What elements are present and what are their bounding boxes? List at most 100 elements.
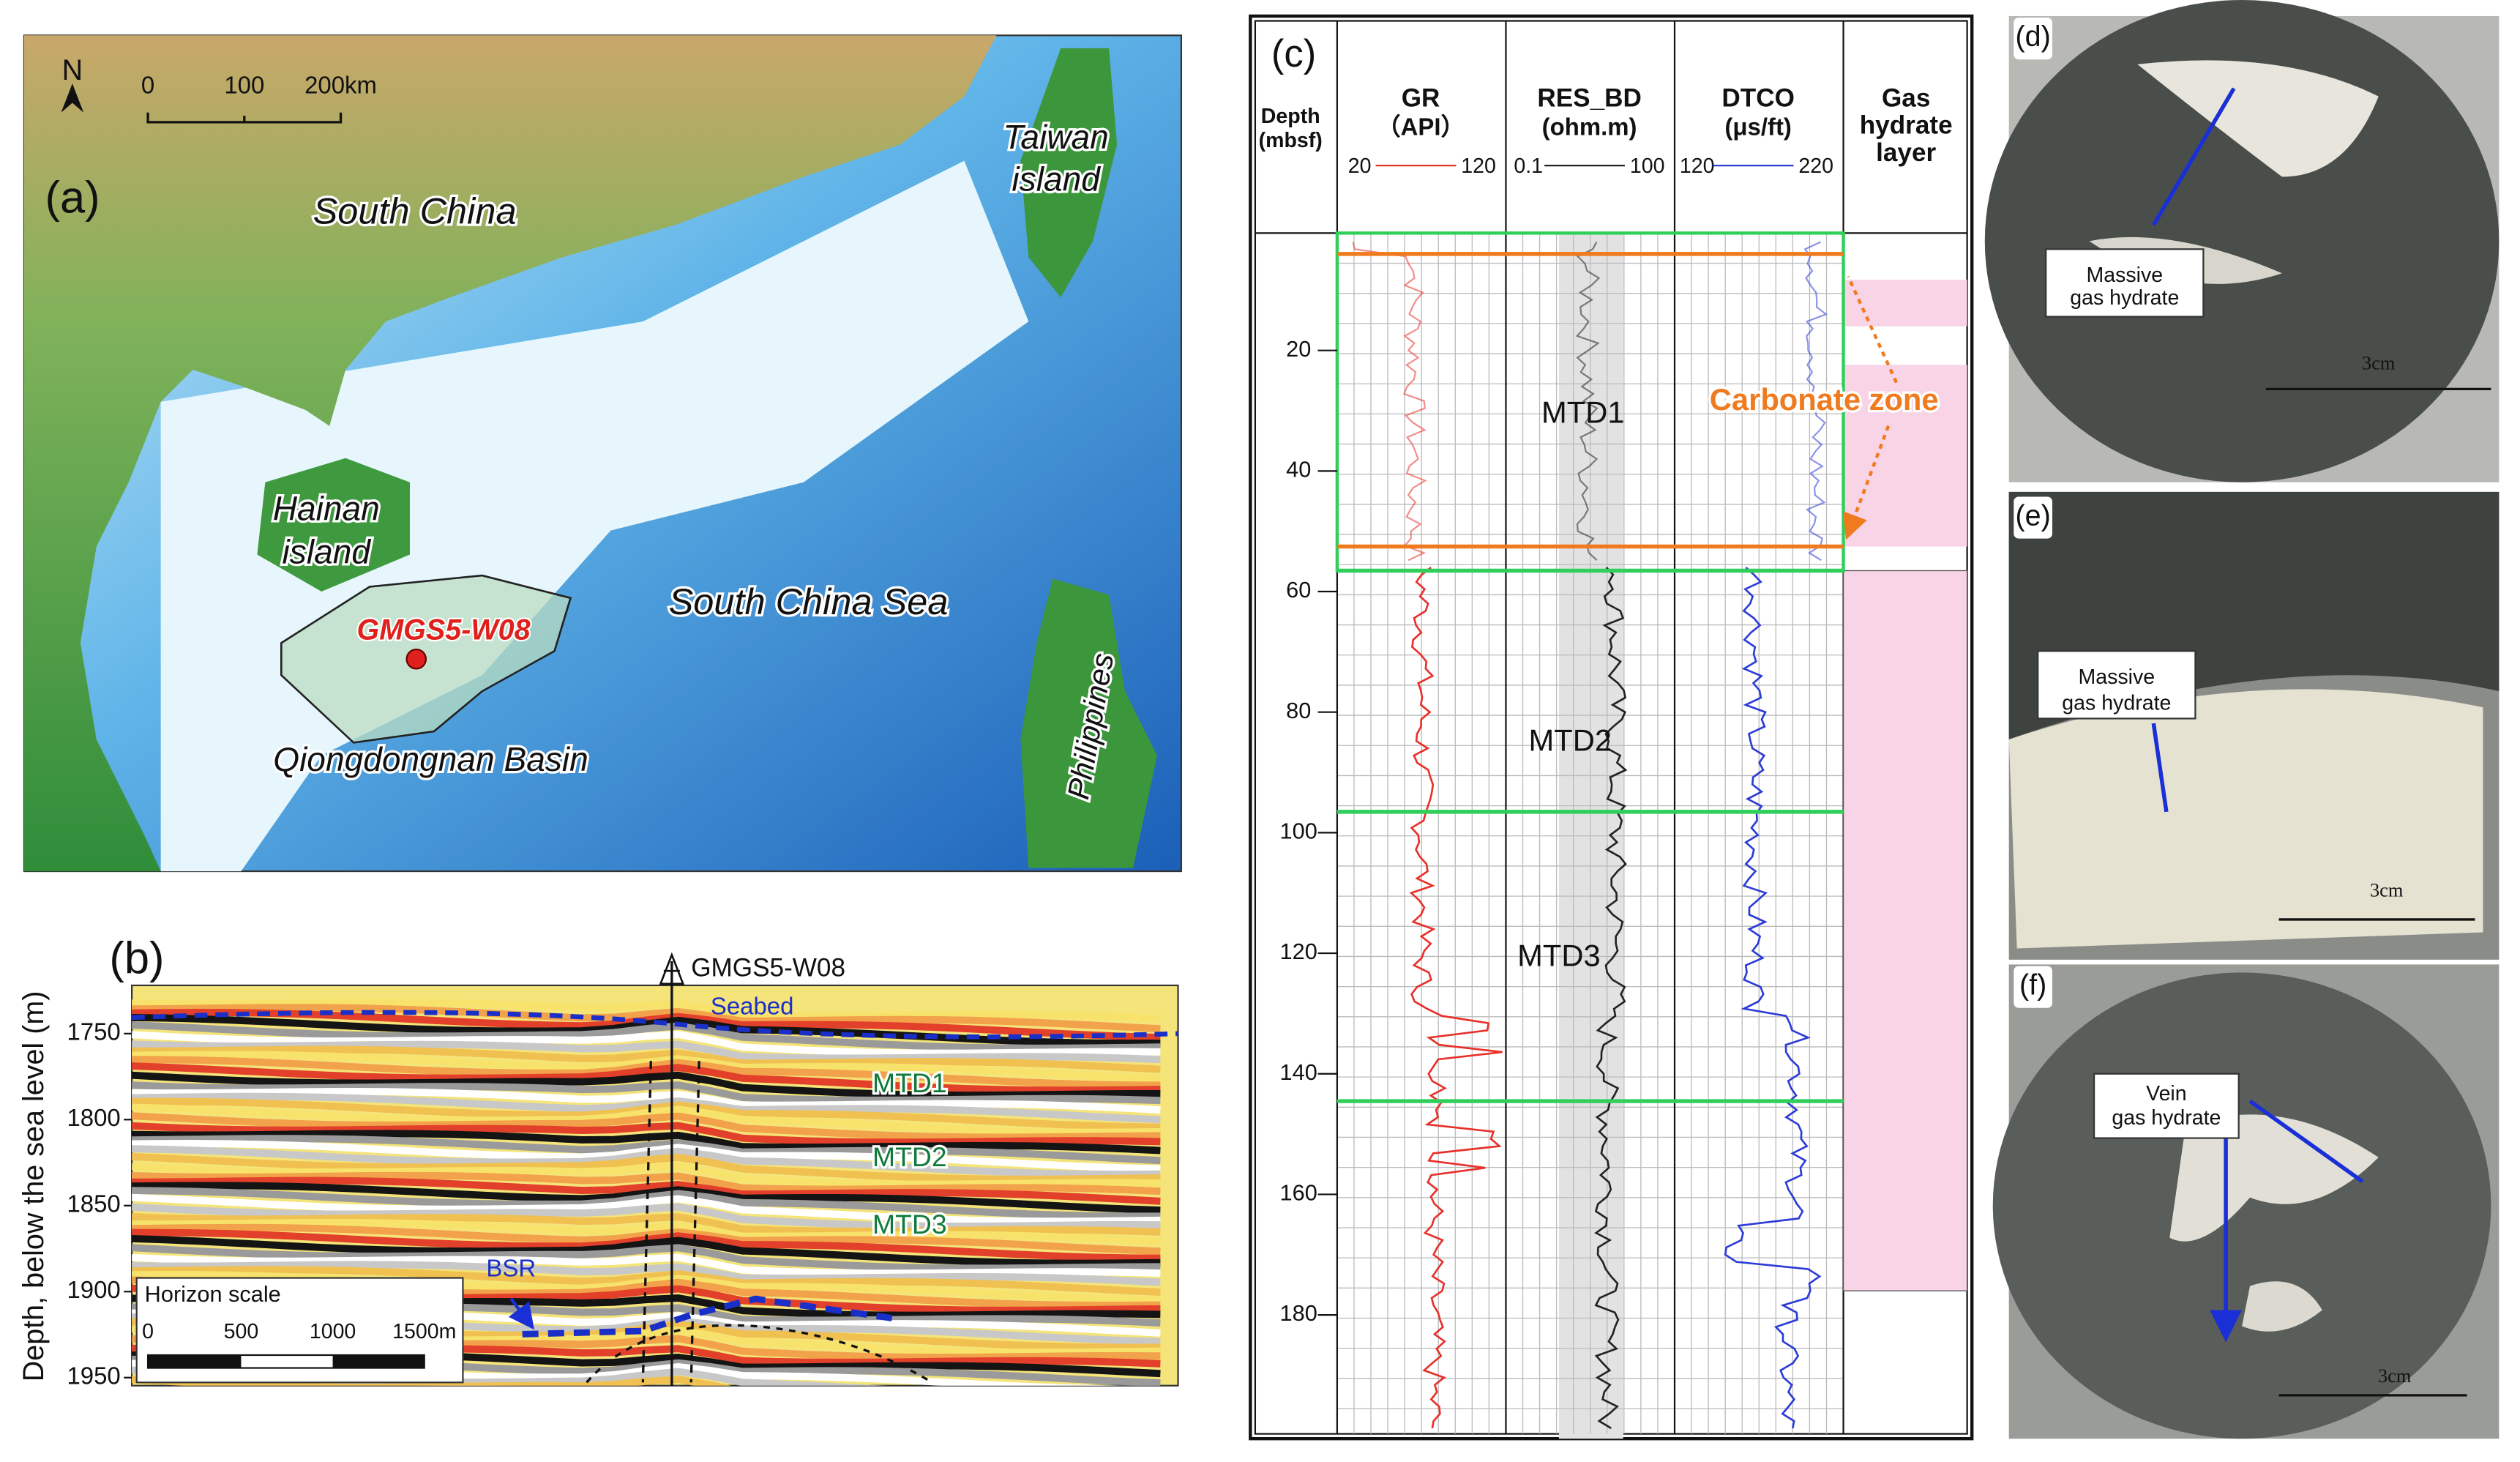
well-log [1249, 14, 1974, 1441]
unit-label: MTD1 [872, 1067, 947, 1098]
core-photos [1984, 0, 2500, 1439]
seismic [586, 1324, 933, 1384]
depth-title: Depth [1261, 105, 1320, 128]
range-label: 220 [1798, 154, 1833, 178]
seismic-band [132, 1401, 1160, 1424]
track-unit: (μs/ft) [1724, 113, 1791, 140]
seismic-band [132, 1187, 1161, 1220]
seismic-band [132, 1071, 1161, 1099]
seismic-band [132, 1135, 1161, 1165]
track-unit: (ohm.m) [1542, 113, 1637, 140]
seismic-band [132, 1219, 1161, 1246]
seismic-band [132, 1062, 1161, 1094]
core-photos [2093, 1073, 2240, 1139]
map [23, 34, 1183, 873]
scale-label: 0 [141, 71, 154, 98]
depth-tick-label: 160 [1280, 1180, 1317, 1206]
seismic-band [678, 1385, 679, 1386]
core-photos [2037, 650, 2196, 720]
photo-note: gas hydrate [2062, 691, 2171, 715]
seismic-band [132, 1261, 1161, 1286]
photo-note: gas hydrate [2112, 1106, 2221, 1130]
scale-label: 500 [224, 1320, 259, 1343]
track-name: GR [1402, 83, 1440, 112]
range-label: 0.1 [1514, 154, 1543, 178]
scale-label: 3cm [2378, 1365, 2412, 1387]
seismic-band [132, 1088, 1161, 1114]
seismic-band [132, 1163, 1161, 1188]
scale-label: 3cm [2362, 352, 2396, 373]
well-label: GMGS5-W08 [357, 613, 531, 646]
y-tick-label: 1900 [67, 1276, 120, 1303]
seismic [659, 952, 685, 985]
scale-label: 100 [224, 71, 264, 98]
scale-label: 3cm [2370, 880, 2404, 901]
seismic-band [132, 1193, 1161, 1226]
well-log [1843, 280, 1967, 327]
seismic [131, 1010, 1178, 1040]
log-curve [1594, 567, 1628, 1430]
seismic-band [132, 1103, 1161, 1136]
photo-note: Vein [2146, 1082, 2187, 1105]
depth-tick-label: 120 [1280, 939, 1317, 964]
seismic-band [132, 1234, 1161, 1267]
place-label: Taiwan [1003, 118, 1108, 156]
seismic-band [132, 1056, 1161, 1089]
y-tick-label: 1750 [67, 1018, 120, 1045]
unit-label: MTD2 [1529, 723, 1612, 757]
log-curve [1575, 241, 1601, 562]
seismic-band [132, 1223, 1161, 1256]
seismic-band [132, 1171, 1161, 1196]
seismic-band [132, 1253, 1161, 1278]
hydrate-title: layer [1876, 138, 1936, 167]
label-box [2014, 966, 2052, 1008]
label-box [2014, 18, 2052, 60]
seismic-band [132, 1182, 1161, 1214]
map [61, 83, 84, 113]
core-photos [2242, 1281, 2322, 1332]
range-label: 20 [1348, 154, 1372, 178]
well-log [1842, 570, 1968, 1291]
seismic-band [132, 1145, 1161, 1178]
map [1020, 578, 1157, 868]
well-log [1336, 252, 1844, 549]
place-label: Qiongdongnan Basin [273, 740, 588, 778]
seismic [508, 1297, 534, 1330]
track-name: DTCO [1721, 83, 1795, 112]
map [257, 458, 410, 592]
log-curve [1724, 567, 1822, 1429]
seismic [131, 952, 1179, 1424]
range-label: 100 [1630, 154, 1665, 178]
range-label: 120 [1680, 154, 1715, 178]
seismic [522, 1295, 893, 1338]
photo-note: Massive [2086, 264, 2163, 287]
seismic-band [132, 1244, 1161, 1272]
track-name: RES_BD [1537, 83, 1642, 112]
seismic-band [132, 1045, 1161, 1073]
panel-label: (d) [2015, 20, 2050, 53]
seismic-band [132, 1051, 1161, 1083]
seismic-band [132, 1092, 1161, 1124]
seismic-band [132, 1040, 1161, 1064]
depth-title: (mbsf) [1259, 129, 1323, 152]
seismic-band [132, 1081, 1161, 1105]
log-curve [1409, 567, 1503, 1429]
seismic-band [132, 999, 1161, 1424]
seismic-band [132, 1271, 1161, 1304]
well-log [1255, 20, 1967, 1434]
horizon-label: Seabed [711, 992, 794, 1019]
seismic-band [132, 1228, 1161, 1262]
hydrate-title: Gas [1882, 83, 1930, 112]
seismic-band [132, 1140, 1161, 1173]
scale-label: 0 [142, 1320, 154, 1343]
seismic-band [132, 1152, 1161, 1183]
core-photos [2137, 60, 2379, 177]
depth-tick-label: 100 [1280, 818, 1317, 844]
range-label: 120 [1461, 154, 1496, 178]
well-log [1336, 568, 1844, 1103]
scale-title: Horizon scale [145, 1281, 281, 1307]
y-tick-label: 1950 [67, 1362, 120, 1389]
seismic-band [132, 1130, 1161, 1155]
seismic-band [132, 1376, 731, 1386]
